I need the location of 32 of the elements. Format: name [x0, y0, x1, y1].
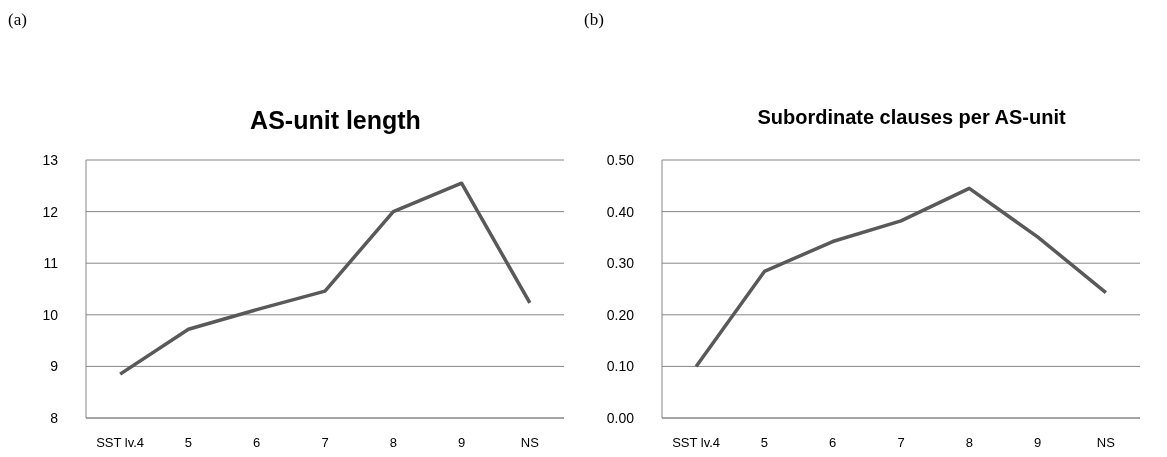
line-series	[118, 181, 532, 376]
chart-title: AS-unit length	[249, 106, 422, 135]
y-tick-label: 0.50	[606, 151, 635, 168]
y-tick-label: 0.40	[606, 203, 635, 220]
x-tick-label: 7	[897, 435, 905, 451]
x-tick-label: 8	[965, 435, 973, 451]
y-tick-label: 9	[50, 358, 59, 375]
x-tick-label: SST lv.4	[672, 435, 721, 451]
line-series	[694, 186, 1108, 369]
y-tick-label: 12	[42, 203, 59, 220]
y-tick-label: 10	[42, 306, 59, 323]
y-tick-label: 8	[50, 409, 59, 426]
x-tick-label: 5	[184, 435, 193, 451]
y-tick-label: 0.10	[606, 358, 635, 375]
x-tick-label: NS	[520, 435, 540, 451]
x-tick-label: SST lv.4	[96, 435, 145, 451]
text: (a)	[8, 10, 27, 30]
text: (b)	[584, 10, 604, 30]
chart-title: Subordinate clauses per AS-unit	[756, 106, 1067, 129]
x-tick-label: 9	[457, 435, 466, 451]
x-tick-label: 5	[760, 435, 769, 451]
y-tick-label: 11	[43, 255, 59, 272]
y-tick-label: 0.30	[606, 255, 635, 272]
x-tick-label: 6	[829, 435, 837, 451]
y-tick-label: 0.00	[606, 409, 635, 426]
x-tick-label: 7	[321, 435, 329, 451]
x-tick-label: NS	[1096, 435, 1116, 451]
y-tick-label: 13	[42, 151, 59, 168]
x-tick-label: 9	[1033, 435, 1042, 451]
x-tick-label: 8	[389, 435, 397, 451]
x-tick-label: 6	[253, 435, 261, 451]
y-tick-label: 0.20	[606, 306, 635, 323]
